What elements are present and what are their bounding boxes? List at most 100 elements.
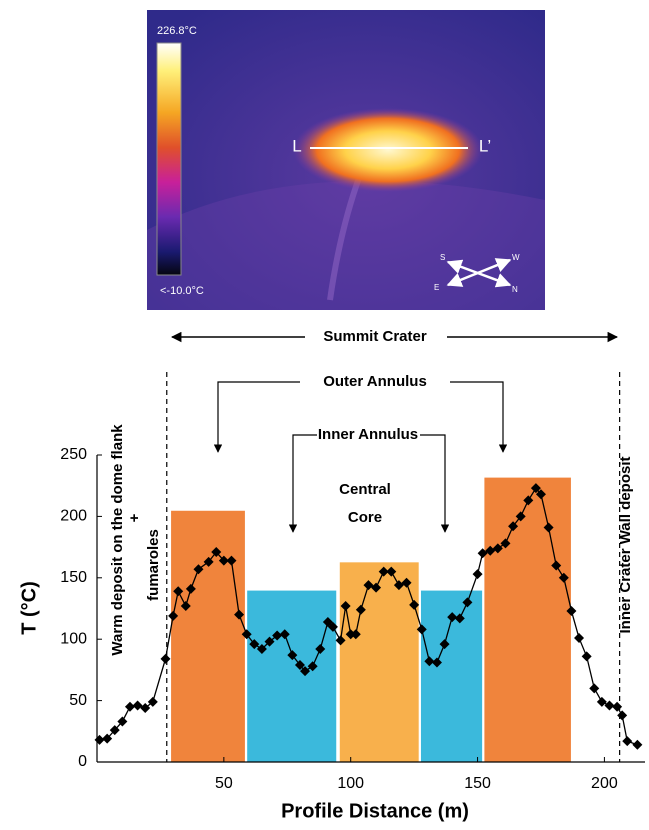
data-point xyxy=(226,555,237,566)
data-point xyxy=(294,659,305,670)
data-point xyxy=(211,547,222,558)
data-point xyxy=(109,725,120,736)
annotation: Summit Crater xyxy=(323,328,427,345)
annotation: Outer Annulus xyxy=(323,373,427,390)
data-point xyxy=(117,716,128,727)
data-point xyxy=(515,511,526,522)
data-point xyxy=(558,572,569,583)
arrow xyxy=(450,381,508,453)
data-point xyxy=(378,566,389,577)
annotation: fumaroles xyxy=(145,529,162,601)
hot-spot xyxy=(293,108,483,192)
data-point xyxy=(94,734,105,745)
data-point xyxy=(523,495,534,506)
compass-label: N xyxy=(512,285,518,294)
data-point xyxy=(363,580,374,591)
data-point xyxy=(300,666,311,677)
data-point xyxy=(345,629,356,640)
min-label: <-10.0°C xyxy=(160,285,204,297)
data-point xyxy=(355,604,366,615)
data-point xyxy=(424,656,435,667)
data-point xyxy=(604,700,615,711)
data-point xyxy=(393,580,404,591)
data-point xyxy=(307,661,318,672)
data-point xyxy=(508,521,519,532)
data-point xyxy=(249,639,260,650)
data-point xyxy=(168,610,179,621)
x-tick-label: 100 xyxy=(337,775,364,792)
data-point xyxy=(530,483,541,494)
x-axis-label: Profile Distance (m) xyxy=(281,800,469,822)
data-point xyxy=(566,605,577,616)
data-point xyxy=(287,650,298,661)
data-point xyxy=(439,639,450,650)
data-point xyxy=(185,583,196,594)
data-point xyxy=(386,566,397,577)
plot: 0 50 100 150 200 250 50 100 150 200 xyxy=(60,372,645,792)
data-point xyxy=(447,612,458,623)
y-tick-label: 150 xyxy=(60,569,87,586)
data-point xyxy=(622,736,633,747)
arrow xyxy=(420,434,450,533)
compass-label: E xyxy=(434,283,439,292)
annotation: Warm deposit on the dome flank xyxy=(109,424,126,656)
compass-label: S xyxy=(440,253,445,262)
y-tick-label: 100 xyxy=(60,630,87,647)
x-tick-label: 200 xyxy=(591,775,618,792)
data-point xyxy=(132,700,143,711)
color-bar xyxy=(156,42,182,276)
data-point xyxy=(218,555,229,566)
arrow xyxy=(288,434,317,533)
x-tick-label: 50 xyxy=(215,775,233,792)
data-point xyxy=(193,564,204,575)
data-point xyxy=(617,710,628,721)
annotation: Inner Annulus xyxy=(318,426,418,443)
data-point xyxy=(574,632,585,643)
data-point xyxy=(180,601,191,612)
y-tick-label: 0 xyxy=(78,753,87,770)
data-point xyxy=(241,629,252,640)
profile-end: L’ xyxy=(479,136,491,155)
y-tick-label: 200 xyxy=(60,508,87,525)
data-point xyxy=(462,597,473,608)
data-point xyxy=(272,630,283,641)
data-point xyxy=(596,696,607,707)
data-point xyxy=(327,621,338,632)
compass-label: W xyxy=(512,253,520,262)
data-point xyxy=(535,489,546,500)
max-label: 226.8°C xyxy=(157,25,197,37)
y-tick-label: 50 xyxy=(69,692,87,709)
arrow xyxy=(213,381,300,453)
data-point xyxy=(492,543,503,554)
annotation: Inner Crater Wall deposit xyxy=(617,457,634,634)
data-point xyxy=(160,653,171,664)
compass-arrow xyxy=(446,259,512,288)
annotation: Core xyxy=(348,509,382,526)
data-point xyxy=(589,683,600,694)
data-point xyxy=(256,644,267,655)
data-point xyxy=(409,599,420,610)
data-point xyxy=(485,545,496,556)
data-point xyxy=(454,613,465,624)
data-point xyxy=(315,644,326,655)
thermal-image: 226.8°C <-10.0°C L L’ S W E N xyxy=(147,10,545,310)
data-point xyxy=(279,629,290,640)
data-point xyxy=(581,651,592,662)
data-point xyxy=(102,733,113,744)
data-point xyxy=(350,629,361,640)
data-point xyxy=(401,577,412,588)
annotation: + xyxy=(126,513,143,522)
data-point xyxy=(264,636,275,647)
y-tick-label: 250 xyxy=(60,446,87,463)
region xyxy=(170,509,246,763)
data-point xyxy=(431,657,442,668)
region xyxy=(338,561,420,763)
annotation: Central xyxy=(339,481,391,498)
data-point xyxy=(543,522,554,533)
profile-start: L xyxy=(292,136,301,155)
x-tick-label: 150 xyxy=(464,775,491,792)
data-point xyxy=(124,701,135,712)
data-point xyxy=(612,701,623,712)
data-point xyxy=(632,739,643,750)
data-point xyxy=(340,601,351,612)
